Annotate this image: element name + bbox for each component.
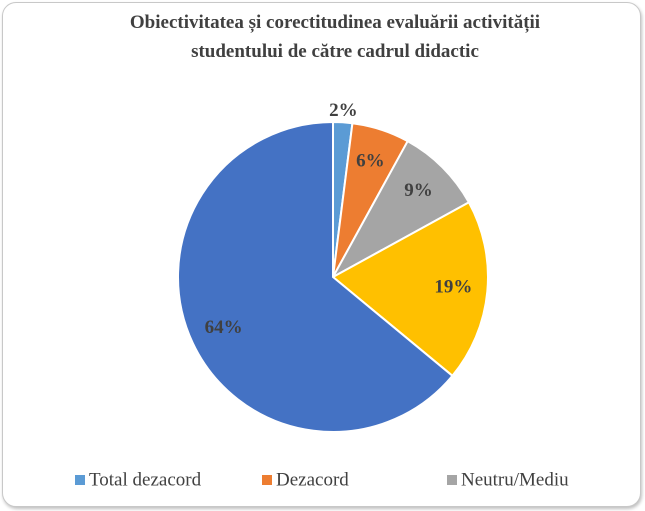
chart-title: Obiectivitatea și corectitudinea evaluăr…: [129, 12, 541, 62]
legend-swatch: [75, 475, 85, 485]
legend-label: Dezacord: [276, 469, 349, 490]
legend-swatch: [447, 475, 457, 485]
legend-swatch: [262, 475, 272, 485]
legend-label: Total dezacord: [89, 469, 202, 490]
pie-slice: [330, 139, 471, 280]
legend-label: Neutru/Mediu: [461, 469, 569, 490]
data-label: 9%: [404, 180, 433, 201]
data-label: 19%: [434, 277, 472, 298]
data-label: 2%: [329, 100, 358, 121]
pie-slice: [331, 200, 489, 378]
data-label: 64%: [205, 317, 243, 338]
data-label: 6%: [356, 150, 385, 171]
pie-slice: [177, 120, 454, 433]
